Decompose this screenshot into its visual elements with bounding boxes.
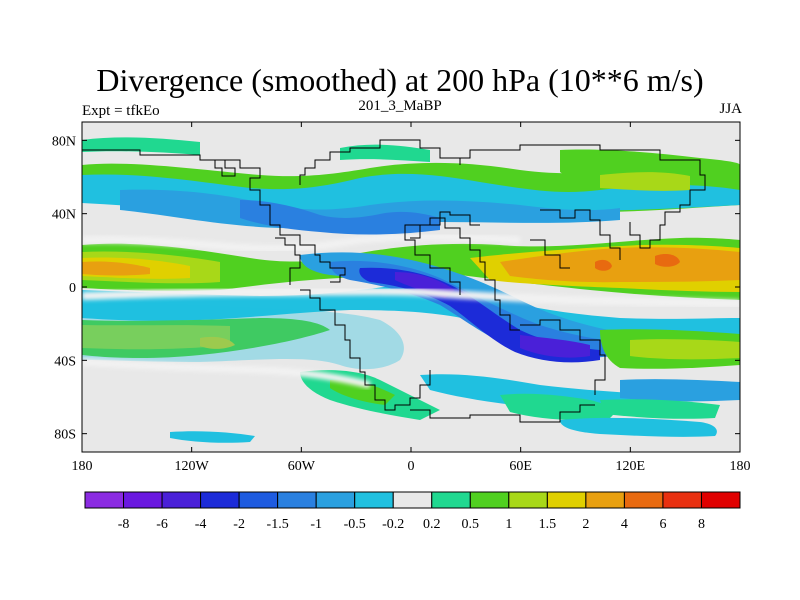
colorbar-swatch <box>124 492 163 508</box>
colorbar-swatch <box>586 492 625 508</box>
y-tick-label: 80N <box>52 134 76 149</box>
colorbar-label: 6 <box>659 517 666 532</box>
colorbar-swatch <box>432 492 471 508</box>
x-tick-label: 60E <box>509 459 532 474</box>
colorbar-swatch <box>470 492 509 508</box>
x-tick-label: 120E <box>616 459 646 474</box>
colorbar-label: -8 <box>118 517 130 532</box>
colorbar-swatch <box>355 492 394 508</box>
colorbar-label: 8 <box>698 517 705 532</box>
colorbar-label: -4 <box>195 517 207 532</box>
colorbar-swatch <box>624 492 663 508</box>
colorbar-label: 2 <box>582 517 589 532</box>
colorbar-label: -0.2 <box>382 517 404 532</box>
y-tick-label: 80S <box>54 428 76 443</box>
field-smid-blue-east <box>620 379 740 401</box>
colorbar-label: -6 <box>156 517 168 532</box>
x-tick-label: 0 <box>408 459 415 474</box>
colorbar-swatch <box>278 492 317 508</box>
colorbar-swatch <box>393 492 432 508</box>
x-tick-label: 180 <box>72 459 93 474</box>
colorbar-label: 1.5 <box>539 517 557 532</box>
colorbar: -8 -6 -4 -2 -1.5 -1 -0.5 -0.2 0.2 0.5 1 1.5 2 4 6 8 <box>85 492 740 532</box>
colorbar-swatch <box>509 492 548 508</box>
x-tick-label: 180 <box>730 459 751 474</box>
colorbar-label: 1 <box>505 517 512 532</box>
colorbar-label: 0.5 <box>462 517 480 532</box>
colorbar-swatch <box>701 492 740 508</box>
y-tick-label: 40N <box>52 208 76 223</box>
y-tick-label: 40S <box>54 354 76 369</box>
colorbar-swatch <box>239 492 278 508</box>
colorbar-label: 0.2 <box>423 517 441 532</box>
colorbar-label: -0.5 <box>344 517 366 532</box>
x-tick-label: 120W <box>175 459 210 474</box>
colorbar-label: 4 <box>621 517 628 532</box>
y-tick-label: 0 <box>69 281 76 296</box>
colorbar-swatch <box>162 492 201 508</box>
colorbar-swatch <box>201 492 240 508</box>
field-stro-yellowgreen-east <box>630 339 740 359</box>
x-tick-label: 60W <box>288 459 316 474</box>
colorbar-swatch <box>316 492 355 508</box>
field-nh-yellowgreen <box>600 172 690 191</box>
colorbar-label: -2 <box>233 517 245 532</box>
colorbar-swatch <box>85 492 124 508</box>
map-figure: 180 120W 60W 0 60E 120E 180 80N 40N 0 40S 80S -8 -6… <box>0 0 800 600</box>
colorbar-label: -1.5 <box>267 517 289 532</box>
colorbar-swatch <box>547 492 586 508</box>
colorbar-label: -1 <box>310 517 322 532</box>
colorbar-swatch <box>663 492 702 508</box>
